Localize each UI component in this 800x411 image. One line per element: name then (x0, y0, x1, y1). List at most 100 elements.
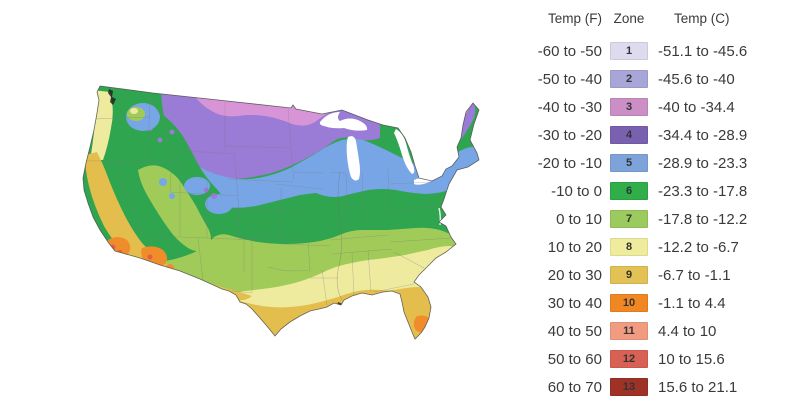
legend-zone-number: 13 (622, 380, 636, 393)
zone4-colorado-speck (211, 193, 217, 199)
legend-temp-f: 50 to 60 (547, 350, 602, 368)
legend-temp-c: -51.1 to -45.6 (658, 42, 748, 60)
legend-temp-f: -40 to -30 (537, 98, 602, 116)
zone8-columbia-core (130, 108, 138, 114)
legend-temp-c: -40 to -34.4 (658, 98, 735, 116)
legend-temp-f: 30 to 40 (547, 294, 602, 312)
legend-zone-number: 9 (625, 268, 633, 281)
legend-temp-c: -28.9 to -23.3 (658, 154, 748, 172)
legend-temp-f: -10 to 0 (551, 182, 602, 200)
legend-zone-number: 3 (625, 100, 633, 113)
legend-zone-swatch: 7 (610, 210, 648, 228)
legend-zone-swatch: 9 (610, 266, 648, 284)
legend-header-temp-c: Temp (C) (674, 10, 730, 26)
legend-temp-f: -50 to -40 (537, 70, 602, 88)
legend-zone-number: 1 (625, 44, 633, 57)
legend-zone-swatch: 11 (610, 322, 648, 340)
legend-temp-c: 4.4 to 10 (658, 322, 717, 340)
legend-zone-number: 8 (625, 240, 633, 253)
legend-header: Temp (F) Zone Temp (C) (518, 8, 788, 28)
legend-swatch-cell: 11 (604, 322, 654, 340)
legend-temp-f: 0 to 10 (556, 210, 602, 228)
legend-zone-swatch: 12 (610, 350, 648, 368)
legend-temp-f: 20 to 30 (547, 266, 602, 284)
legend-temp-c: -17.8 to -12.2 (658, 210, 748, 228)
lake-michigan (346, 136, 360, 181)
legend-swatch-cell: 4 (604, 126, 654, 144)
us-coast-outline (82, 85, 480, 340)
legend-swatch-cell: 3 (604, 98, 654, 116)
zone10-south-florida (413, 315, 430, 333)
legend-temp-f: -30 to -20 (537, 126, 602, 144)
zone7-great-basin (138, 165, 211, 251)
us-hardiness-zone-map (82, 85, 480, 342)
legend-zone-number: 6 (625, 184, 633, 197)
zone3-maine-spot (460, 106, 468, 114)
lake-huron (394, 129, 415, 174)
zone5-colorado-patch (229, 185, 243, 195)
legend-temp-f: -20 to -10 (537, 154, 602, 172)
zone4-rockies-speck (157, 137, 163, 143)
legend-zone-number: 4 (625, 128, 633, 141)
legend-zone-swatch: 1 (610, 42, 648, 60)
zone5-band (165, 135, 479, 208)
legend-temp-c: -12.2 to -6.7 (658, 238, 739, 256)
zone4-rockies-speck (169, 129, 175, 135)
legend-swatch-cell: 7 (604, 210, 654, 228)
state-borders (84, 95, 453, 306)
legend-zone-swatch: 3 (610, 98, 648, 116)
legend-swatch-cell: 9 (604, 266, 654, 284)
legend-header-temp-f: Temp (F) (548, 10, 602, 26)
legend-zone-swatch: 13 (610, 378, 648, 396)
zone5-nevada-patch (169, 193, 175, 199)
legend-temp-c: -6.7 to -1.1 (658, 266, 731, 284)
chesapeake-bay (438, 207, 442, 226)
legend-zone-number: 10 (622, 296, 636, 309)
legend-swatch-cell: 10 (604, 294, 654, 312)
lake-ontario (431, 160, 450, 169)
legend-temp-c: 10 to 15.6 (658, 350, 725, 368)
map-zones (83, 86, 479, 342)
legend-zone-number: 11 (623, 324, 635, 337)
legend-swatch-cell: 5 (604, 154, 654, 172)
zone3-adirondack-spot (429, 138, 437, 146)
legend-temp-c: -23.3 to -17.8 (658, 182, 748, 200)
legend-swatch-cell: 1 (604, 42, 654, 60)
legend-swatch-cell: 2 (604, 70, 654, 88)
legend-temp-f: 40 to 50 (547, 322, 602, 340)
legend-temp-c: 15.6 to 21.1 (658, 378, 738, 396)
zone4-colorado-speck (203, 187, 209, 193)
zone-legend: Temp (F) Zone Temp (C) -60 to -50 1 -51.1 … (518, 8, 788, 396)
zone5-nevada-patch (159, 178, 167, 186)
legend-temp-c: -34.4 to -28.9 (658, 126, 748, 144)
legend-zone-swatch: 4 (610, 126, 648, 144)
legend-zone-number: 5 (625, 156, 633, 169)
legend-zone-swatch: 2 (610, 70, 648, 88)
legend-zone-number: 12 (622, 352, 636, 365)
legend-zone-number: 7 (625, 212, 633, 225)
legend-temp-f: -60 to -50 (537, 42, 602, 60)
legend-swatch-cell: 12 (604, 350, 654, 368)
zone11-speck (147, 254, 153, 260)
legend-temp-c: -45.6 to -40 (658, 70, 735, 88)
legend-zone-swatch: 10 (610, 294, 648, 312)
lake-superior (319, 112, 368, 131)
zone5-utah-patch (184, 177, 210, 195)
legend-temp-c: -1.1 to 4.4 (658, 294, 726, 312)
legend-rows: -60 to -50 1 -51.1 to -45.6 -50 to -40 2 -45.… (518, 37, 778, 401)
zone5-colorado-patch (205, 194, 233, 214)
legend-temp-f: 10 to 20 (547, 238, 602, 256)
legend-zone-swatch: 6 (610, 182, 648, 200)
legend-swatch-cell: 6 (604, 182, 654, 200)
legend-temp-f: 60 to 70 (547, 378, 602, 396)
legend-zone-swatch: 5 (610, 154, 648, 172)
mississippi-river (336, 171, 343, 301)
legend-swatch-cell: 8 (604, 238, 654, 256)
legend-zone-swatch: 8 (610, 238, 648, 256)
puget-sound-mark (108, 89, 116, 105)
legend-zone-number: 2 (625, 72, 633, 85)
legend-header-zone: Zone (613, 10, 645, 26)
florida-keys (413, 340, 423, 342)
us-map-svg (82, 85, 480, 342)
legend-swatch-cell: 13 (604, 378, 654, 396)
